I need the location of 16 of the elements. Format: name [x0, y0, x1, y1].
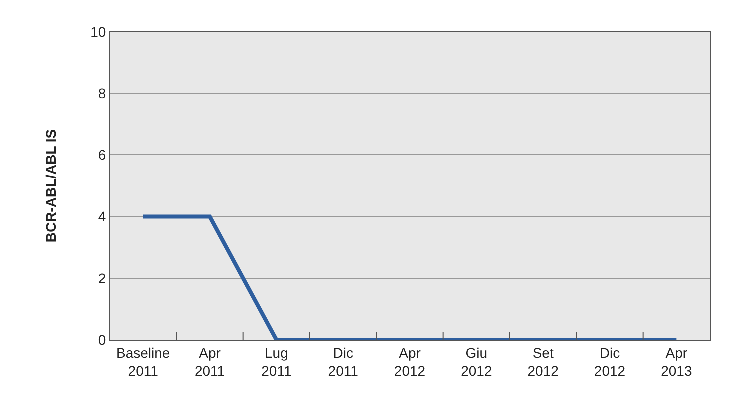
y-tick-label: 6	[98, 147, 106, 164]
x-tick-label: Apr 2012	[394, 344, 426, 379]
x-tick-label: Dic 2011	[328, 344, 359, 379]
x-tick-label: Apr 2013	[661, 344, 692, 379]
x-tick-label: Set 2012	[528, 344, 560, 379]
y-axis-title: BCR-ABL/ABL IS	[43, 129, 60, 243]
y-tick-label: 8	[98, 86, 106, 102]
y-tick-label: 0	[98, 332, 106, 348]
y-tick-label: 4	[98, 208, 106, 225]
x-tick-label: Giu 2012	[461, 344, 492, 379]
y-tick-label: 2	[98, 270, 106, 286]
x-tick-label: Baseline 2011	[116, 344, 170, 379]
y-tick-label: 10	[90, 24, 106, 40]
x-tick-label: Dic 2012	[594, 344, 626, 379]
x-tick-label: Lug 2011	[262, 344, 292, 379]
x-tick-label: Apr 2011	[194, 344, 226, 379]
